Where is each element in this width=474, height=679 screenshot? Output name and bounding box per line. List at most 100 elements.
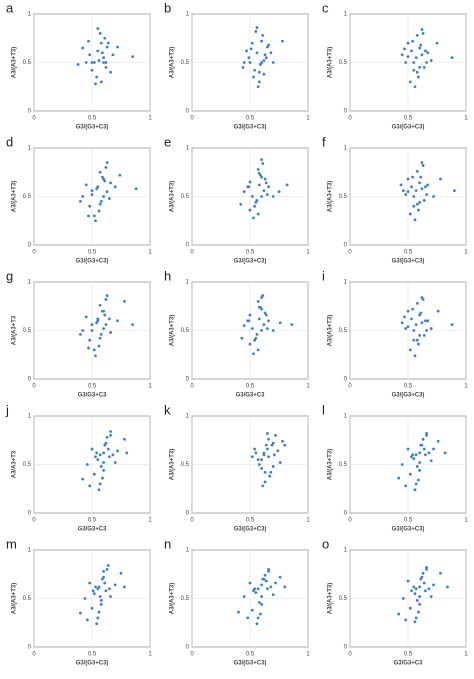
- point: [81, 195, 85, 198]
- point: [262, 59, 266, 62]
- x-tick-label: 0.5: [404, 652, 413, 658]
- point: [263, 573, 267, 577]
- point: [290, 323, 294, 327]
- point: [436, 439, 440, 443]
- point: [108, 317, 111, 321]
- point: [255, 26, 259, 29]
- point: [98, 303, 102, 307]
- y-tick-label: 1: [28, 548, 32, 554]
- point: [421, 32, 425, 35]
- x-tick-label: 0: [32, 116, 36, 122]
- point: [79, 611, 82, 615]
- x-tick-label: 0.5: [246, 518, 255, 524]
- y-tick-label: 1: [344, 414, 348, 420]
- point: [261, 33, 265, 37]
- point: [262, 451, 266, 455]
- point: [249, 47, 253, 51]
- x-tick-label: 1: [148, 250, 152, 256]
- point: [101, 175, 104, 179]
- point: [397, 612, 401, 616]
- point: [98, 595, 102, 598]
- point: [247, 319, 251, 323]
- point: [250, 327, 254, 330]
- point: [260, 602, 263, 606]
- x-tick-label: 0: [32, 652, 36, 658]
- point: [425, 193, 428, 196]
- point: [418, 451, 421, 455]
- x-tick-label: 0.5: [404, 518, 413, 524]
- y-axis-label: A3/A3+T3: [12, 450, 18, 478]
- point: [254, 30, 258, 33]
- point: [123, 585, 126, 589]
- point: [271, 195, 275, 198]
- point: [242, 61, 246, 64]
- point: [263, 480, 267, 484]
- point: [418, 595, 421, 598]
- point: [418, 602, 421, 606]
- point: [98, 482, 102, 486]
- point: [414, 189, 418, 193]
- point: [246, 616, 250, 620]
- point: [263, 470, 267, 474]
- point: [413, 354, 417, 358]
- point: [134, 187, 138, 191]
- x-tick-label: 0.5: [88, 384, 97, 390]
- x-tick-label: 0: [190, 250, 194, 256]
- point: [247, 185, 251, 189]
- y-tick-label: 1: [186, 280, 190, 286]
- y-tick-label: 0.5: [181, 328, 190, 334]
- panel-label: d: [6, 134, 13, 149]
- y-tick-label: 0: [344, 645, 348, 651]
- point: [96, 27, 100, 30]
- point: [420, 161, 424, 164]
- point: [248, 342, 252, 346]
- point: [418, 65, 421, 69]
- y-tick-label: 0.5: [23, 60, 32, 66]
- x-tick-label: 0: [190, 652, 194, 658]
- point: [250, 455, 254, 459]
- point: [103, 443, 107, 447]
- x-tick-label: 0.5: [404, 384, 413, 390]
- x-axis-label: G3/(G3+C3): [234, 125, 267, 131]
- point: [271, 593, 275, 597]
- point: [426, 319, 430, 323]
- point: [408, 348, 412, 352]
- y-tick-label: 1: [28, 146, 32, 152]
- point: [422, 65, 426, 69]
- point: [98, 202, 102, 206]
- point: [99, 599, 103, 602]
- point: [259, 63, 262, 66]
- point: [412, 204, 416, 208]
- point: [450, 56, 454, 60]
- x-axis-label: G3/(G3+C3): [392, 393, 425, 399]
- x-axis-label: G3/(G3+C3): [234, 259, 267, 265]
- point: [111, 453, 115, 457]
- point: [103, 179, 107, 183]
- x-tick-label: 0: [348, 518, 352, 524]
- point: [421, 437, 425, 441]
- point: [263, 311, 267, 315]
- point: [97, 610, 101, 614]
- point: [109, 331, 112, 334]
- point: [406, 579, 410, 583]
- point: [267, 569, 270, 573]
- point: [260, 195, 263, 198]
- x-tick-label: 0.5: [88, 518, 97, 524]
- panel-label: h: [164, 268, 171, 283]
- point: [411, 307, 415, 311]
- y-tick-label: 0: [28, 511, 32, 517]
- point: [113, 461, 117, 464]
- x-axis-label: G3/(G3+C3): [392, 527, 425, 533]
- point: [257, 317, 261, 321]
- y-axis-label: A3/(A3+T3): [328, 181, 334, 213]
- y-axis-label: A3/(A3+T3): [12, 181, 18, 213]
- point: [260, 466, 263, 470]
- x-axis-label: G3/G3+C3: [78, 393, 108, 399]
- point: [257, 80, 261, 84]
- point: [414, 56, 418, 60]
- point: [263, 53, 267, 57]
- y-axis-label: A3/(A3+T3): [12, 583, 18, 615]
- point: [410, 185, 413, 189]
- point: [98, 453, 102, 457]
